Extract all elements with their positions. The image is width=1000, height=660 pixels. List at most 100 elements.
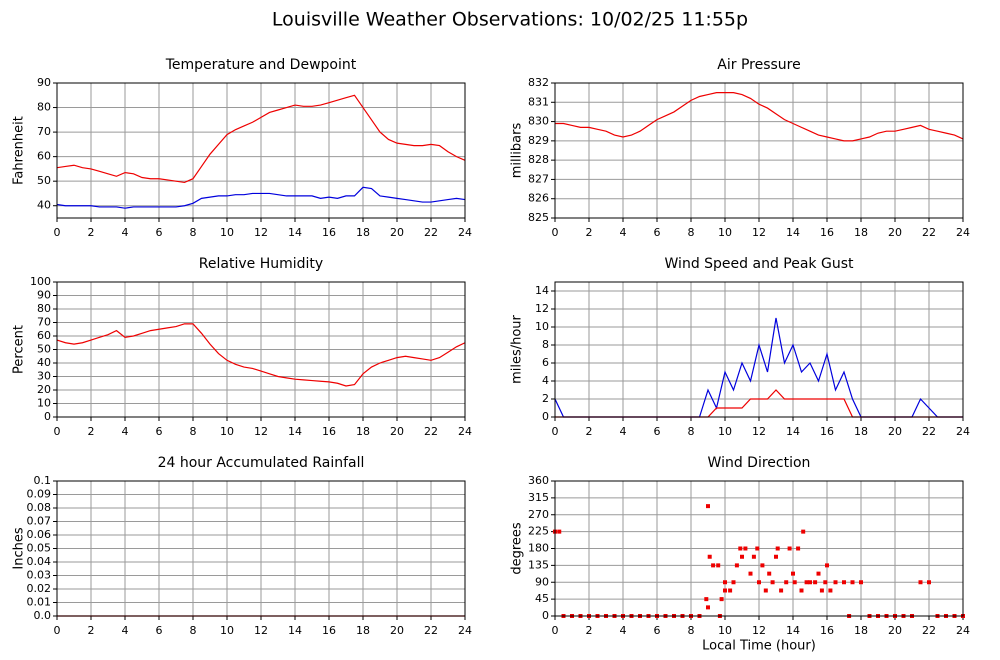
x-tick-label: 18 <box>356 425 370 438</box>
y-tick-label: 315 <box>528 491 549 504</box>
x-tick-label: 12 <box>752 226 766 239</box>
y-tick-label: 100 <box>30 275 51 288</box>
y-tick-label: 829 <box>528 134 549 147</box>
y-tick-label: 4 <box>542 374 549 387</box>
point <box>791 571 795 576</box>
y-tick-label: 0 <box>542 609 549 622</box>
x-tick-label: 16 <box>322 624 336 637</box>
x-tick-label: 14 <box>786 226 800 239</box>
point <box>728 588 733 593</box>
x-tick-label: 14 <box>786 624 800 637</box>
y-tick-label: 20 <box>37 383 51 396</box>
y-tick-label: 0.01 <box>27 596 52 609</box>
point <box>743 546 748 551</box>
point <box>784 580 789 585</box>
point <box>859 580 863 585</box>
x-tick-label: 18 <box>356 226 370 239</box>
point <box>770 580 775 585</box>
x-tick-label: 0 <box>54 624 61 637</box>
y-tick-label: 270 <box>528 508 549 521</box>
y-tick-label: 80 <box>37 101 51 114</box>
x-tick-label: 22 <box>922 425 936 438</box>
x-tick-label: 24 <box>956 226 970 239</box>
plot-frame <box>554 82 964 219</box>
x-tick-label: 18 <box>356 624 370 637</box>
point <box>760 563 765 568</box>
point <box>738 546 743 551</box>
series-line <box>555 92 964 142</box>
x-tick-label: 20 <box>888 425 902 438</box>
x-tick-label: 18 <box>854 226 868 239</box>
x-tick-label: 20 <box>390 226 404 239</box>
y-tick-label: 830 <box>528 115 549 128</box>
y-axis-label: millibars <box>510 123 525 179</box>
plot-frame <box>554 281 964 418</box>
x-tick-label: 22 <box>424 425 438 438</box>
point <box>775 546 780 551</box>
point <box>819 588 824 593</box>
y-tick-label: 30 <box>37 370 51 383</box>
point <box>557 529 562 534</box>
y-tick-label: 0 <box>542 410 549 423</box>
point <box>706 504 710 509</box>
point <box>711 563 716 568</box>
point <box>833 580 838 585</box>
y-tick-label: 90 <box>535 575 549 588</box>
point <box>842 580 846 585</box>
x-tick-label: 2 <box>586 624 593 637</box>
x-tick-label: 20 <box>390 425 404 438</box>
x-tick-label: 16 <box>322 425 336 438</box>
x-tick-label: 2 <box>88 624 95 637</box>
y-tick-label: 0.1 <box>34 474 52 487</box>
y-tick-label: 40 <box>37 199 51 212</box>
x-tick-label: 10 <box>718 425 732 438</box>
point <box>731 580 736 585</box>
x-tick-label: 6 <box>156 226 163 239</box>
x-tick-label: 6 <box>654 425 661 438</box>
x-tick-label: 24 <box>458 226 472 239</box>
plot-frame <box>56 281 466 418</box>
y-tick-label: 0 <box>44 410 51 423</box>
x-tick-label: 12 <box>254 624 268 637</box>
x-tick-label: 0 <box>54 425 61 438</box>
y-tick-label: 10 <box>37 397 51 410</box>
x-tick-label: 20 <box>390 624 404 637</box>
point <box>707 554 712 559</box>
x-tick-label: 2 <box>88 226 95 239</box>
series-line <box>56 94 466 184</box>
point <box>825 563 829 568</box>
point <box>706 605 710 610</box>
x-tick-label: 8 <box>688 624 695 637</box>
x-tick-label: 4 <box>620 624 627 637</box>
x-tick-label: 0 <box>54 226 61 239</box>
point <box>751 554 756 559</box>
y-axis-label: Fahrenheit <box>12 116 27 185</box>
x-tick-label: 6 <box>654 624 661 637</box>
y-tick-label: 10 <box>535 320 549 333</box>
x-tick-label: 10 <box>220 226 234 239</box>
x-tick-label: 14 <box>288 425 302 438</box>
y-tick-label: 180 <box>528 542 549 555</box>
series-line <box>56 186 466 209</box>
x-tick-label: 0 <box>552 624 559 637</box>
y-tick-label: 0.07 <box>27 515 52 528</box>
point <box>779 588 784 593</box>
y-tick-label: 90 <box>37 289 51 302</box>
point <box>787 546 792 551</box>
y-tick-label: 0.02 <box>27 582 52 595</box>
chart-title: Wind Speed and Peak Gust <box>665 256 854 272</box>
y-tick-label: 0.06 <box>27 528 52 541</box>
y-tick-label: 225 <box>528 525 549 538</box>
plot-frame <box>554 480 964 617</box>
y-axis-label: degrees <box>510 522 525 575</box>
point <box>734 563 739 568</box>
point <box>755 546 760 551</box>
y-tick-label: 90 <box>37 76 51 89</box>
point <box>927 580 931 585</box>
x-tick-label: 10 <box>220 425 234 438</box>
y-tick-label: 832 <box>528 76 549 89</box>
x-tick-label: 10 <box>718 624 732 637</box>
y-tick-label: 826 <box>528 192 549 205</box>
y-tick-label: 70 <box>37 316 51 329</box>
